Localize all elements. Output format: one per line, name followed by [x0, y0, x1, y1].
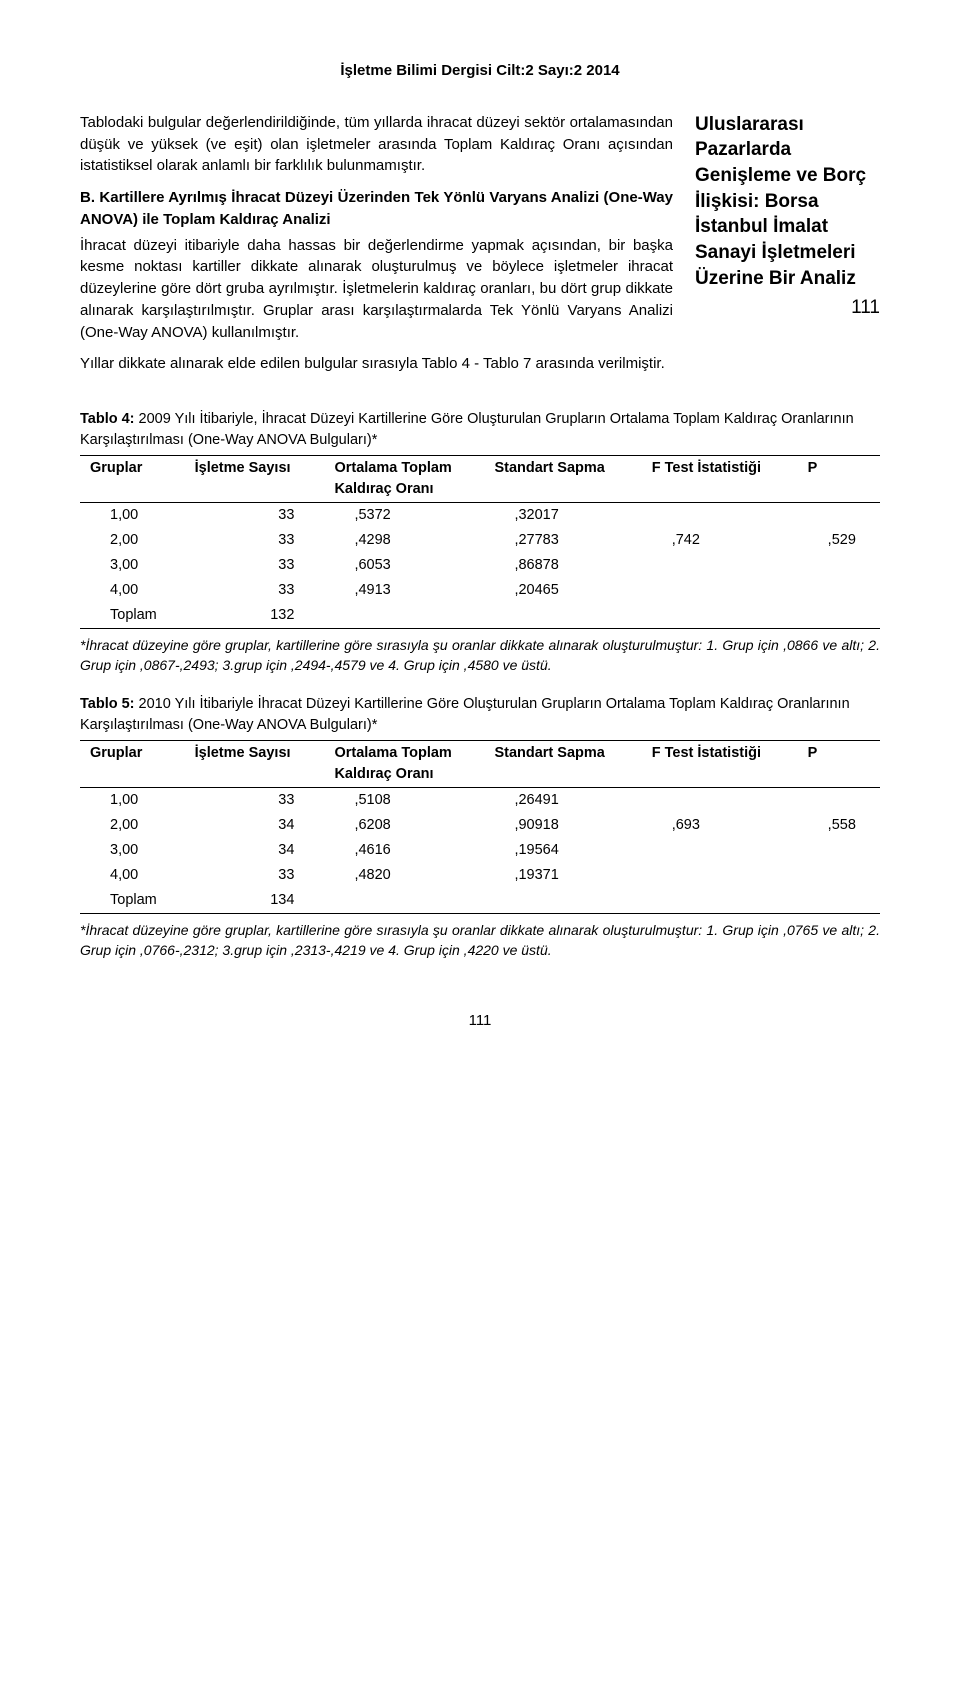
- table5-h6: P: [798, 740, 880, 787]
- cell: ,5108: [324, 787, 484, 813]
- cell: ,19371: [484, 863, 641, 888]
- cell: 4,00: [80, 578, 185, 603]
- cell: [642, 553, 798, 578]
- cell: 2,00: [80, 528, 185, 553]
- cell: 34: [185, 813, 325, 838]
- table-row: 2,00 34 ,6208 ,90918 ,693 ,558: [80, 813, 880, 838]
- cell: 33: [185, 528, 325, 553]
- table5-h4: Standart Sapma: [484, 740, 641, 787]
- cell: ,27783: [484, 528, 641, 553]
- margin-title: Uluslararası Pazarlarda Genişleme ve Bor…: [695, 112, 880, 385]
- cell: 33: [185, 503, 325, 529]
- cell: [798, 787, 880, 813]
- table-row: 3,00 34 ,4616 ,19564: [80, 838, 880, 863]
- cell: ,693: [642, 813, 798, 838]
- cell: ,558: [798, 813, 880, 838]
- cell: ,4298: [324, 528, 484, 553]
- table4-h3: Ortalama Toplam Kaldıraç Oranı: [324, 456, 484, 503]
- subsection-heading: B. Kartillere Ayrılmış İhracat Düzeyi Üz…: [80, 187, 673, 231]
- cell: 1,00: [80, 787, 185, 813]
- cell: ,742: [642, 528, 798, 553]
- cell: 1,00: [80, 503, 185, 529]
- paragraph-3: Yıllar dikkate alınarak elde edilen bulg…: [80, 353, 673, 375]
- table5-caption-label: Tablo 5:: [80, 696, 135, 712]
- table-row: 1,00 33 ,5372 ,32017: [80, 503, 880, 529]
- table5-caption-text: 2010 Yılı İtibariyle İhracat Düzeyi Kart…: [80, 696, 850, 733]
- table5-h5: F Test İstatistiği: [642, 740, 798, 787]
- table-row: 4,00 33 ,4820 ,19371: [80, 863, 880, 888]
- cell: Toplam: [80, 603, 185, 629]
- table4-h6: P: [798, 456, 880, 503]
- table5-total-row: Toplam 134: [80, 888, 880, 914]
- cell: [642, 578, 798, 603]
- cell: 3,00: [80, 553, 185, 578]
- cell: [798, 578, 880, 603]
- cell: [798, 838, 880, 863]
- table4-h5: F Test İstatistiği: [642, 456, 798, 503]
- cell: 33: [185, 863, 325, 888]
- cell: ,6053: [324, 553, 484, 578]
- two-column-layout: Tablodaki bulgular değerlendirildiğinde,…: [80, 112, 880, 385]
- table-row: 4,00 33 ,4913 ,20465: [80, 578, 880, 603]
- table-row: 1,00 33 ,5108 ,26491: [80, 787, 880, 813]
- page-number: 111: [80, 1010, 880, 1032]
- table5-h3: Ortalama Toplam Kaldıraç Oranı: [324, 740, 484, 787]
- cell: ,6208: [324, 813, 484, 838]
- paragraph-2: İhracat düzeyi itibariyle daha hassas bi…: [80, 235, 673, 344]
- cell: [642, 787, 798, 813]
- table5: Gruplar İşletme Sayısı Ortalama Toplam K…: [80, 740, 880, 914]
- cell: ,529: [798, 528, 880, 553]
- table5-footnote: *İhracat düzeyine göre gruplar, kartille…: [80, 920, 880, 961]
- cell: [642, 503, 798, 529]
- cell: 33: [185, 553, 325, 578]
- cell: 2,00: [80, 813, 185, 838]
- cell: ,32017: [484, 503, 641, 529]
- cell: 34: [185, 838, 325, 863]
- table5-caption: Tablo 5: 2010 Yılı İtibariyle İhracat Dü…: [80, 694, 880, 736]
- cell: 4,00: [80, 863, 185, 888]
- margin-title-text: Uluslararası Pazarlarda Genişleme ve Bor…: [695, 112, 880, 291]
- table5-h1: Gruplar: [80, 740, 185, 787]
- table4: Gruplar İşletme Sayısı Ortalama Toplam K…: [80, 455, 880, 629]
- table4-header-row: Gruplar İşletme Sayısı Ortalama Toplam K…: [80, 456, 880, 503]
- table4-h4: Standart Sapma: [484, 456, 641, 503]
- table4-footnote: *İhracat düzeyine göre gruplar, kartille…: [80, 635, 880, 676]
- table4-caption-text: 2009 Yılı İtibariyle, İhracat Düzeyi Kar…: [80, 411, 854, 448]
- cell: 33: [185, 787, 325, 813]
- cell: ,4616: [324, 838, 484, 863]
- running-head: İşletme Bilimi Dergisi Cilt:2 Sayı:2 201…: [80, 60, 880, 82]
- cell: ,90918: [484, 813, 641, 838]
- cell: 3,00: [80, 838, 185, 863]
- cell: ,86878: [484, 553, 641, 578]
- cell: ,26491: [484, 787, 641, 813]
- cell: ,19564: [484, 838, 641, 863]
- cell: [642, 838, 798, 863]
- cell: ,4820: [324, 863, 484, 888]
- cell: Toplam: [80, 888, 185, 914]
- table5-header-row: Gruplar İşletme Sayısı Ortalama Toplam K…: [80, 740, 880, 787]
- table4-caption: Tablo 4: 2009 Yılı İtibariyle, İhracat D…: [80, 409, 880, 451]
- cell: ,5372: [324, 503, 484, 529]
- cell: 132: [185, 603, 325, 629]
- cell: [798, 503, 880, 529]
- cell: ,20465: [484, 578, 641, 603]
- table4-caption-label: Tablo 4:: [80, 411, 135, 427]
- table5-h2: İşletme Sayısı: [185, 740, 325, 787]
- cell: ,4913: [324, 578, 484, 603]
- cell: [798, 863, 880, 888]
- body-text: Tablodaki bulgular değerlendirildiğinde,…: [80, 112, 673, 385]
- table-row: 3,00 33 ,6053 ,86878: [80, 553, 880, 578]
- table4-h1: Gruplar: [80, 456, 185, 503]
- table4-h2: İşletme Sayısı: [185, 456, 325, 503]
- margin-page-number: 111: [695, 295, 880, 321]
- cell: [642, 863, 798, 888]
- table-row: 2,00 33 ,4298 ,27783 ,742 ,529: [80, 528, 880, 553]
- paragraph-1: Tablodaki bulgular değerlendirildiğinde,…: [80, 112, 673, 177]
- cell: 33: [185, 578, 325, 603]
- cell: [798, 553, 880, 578]
- cell: 134: [185, 888, 325, 914]
- table4-total-row: Toplam 132: [80, 603, 880, 629]
